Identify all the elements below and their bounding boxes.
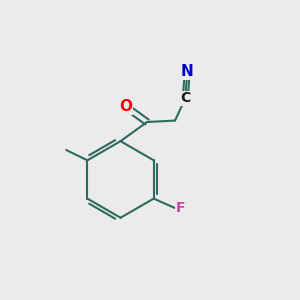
Text: N: N xyxy=(180,64,193,80)
Text: O: O xyxy=(119,99,132,114)
Text: F: F xyxy=(176,201,185,215)
Text: C: C xyxy=(180,92,190,106)
